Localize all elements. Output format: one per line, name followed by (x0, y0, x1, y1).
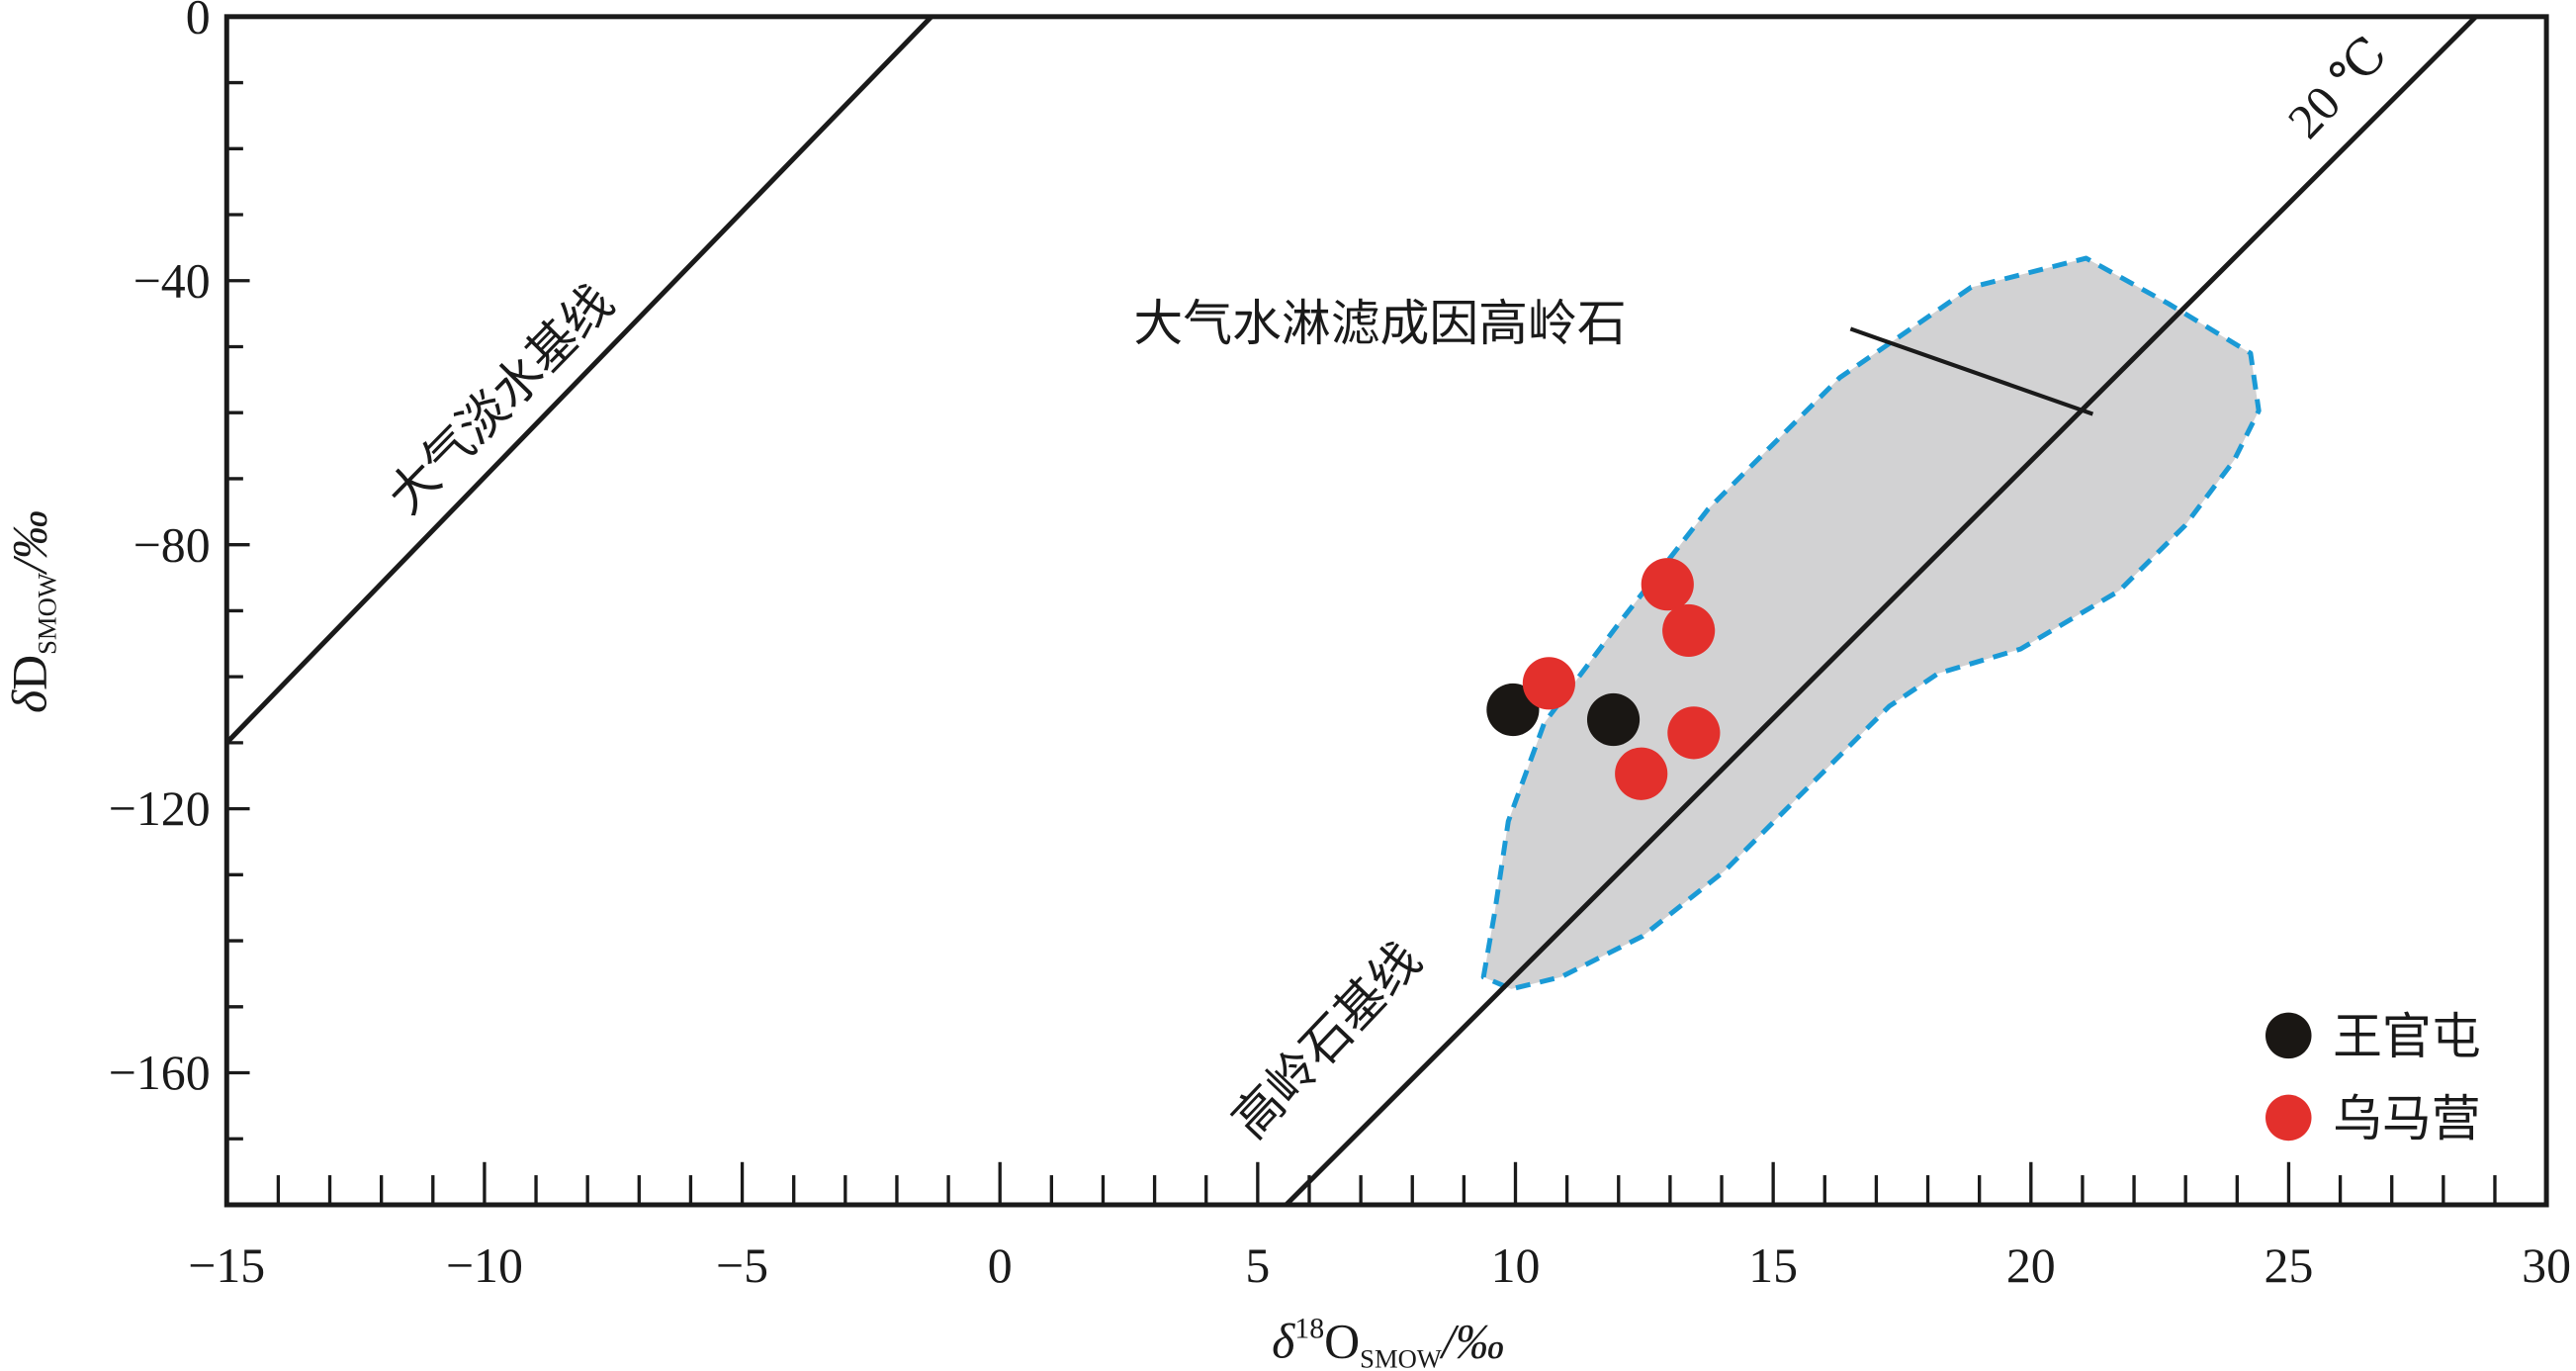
x-tick-label: 10 (1491, 1238, 1541, 1293)
data-points (1486, 558, 1721, 800)
x-tick-label: 15 (1748, 1238, 1798, 1293)
legend-label-wangguantun: 王官屯 (2333, 1008, 2480, 1065)
kaolinite-line (1284, 15, 2478, 1207)
x-tick-label: 25 (2265, 1238, 2314, 1293)
data-point-wangguantun (1586, 692, 1641, 747)
x-tick-label: −5 (716, 1238, 768, 1293)
legend-marker-wumaying (2265, 1094, 2312, 1142)
meteoric-line-label: 大气淡水基线 (377, 274, 625, 525)
x-tick-label: 0 (988, 1238, 1013, 1293)
data-point-wangguantun (1486, 683, 1540, 737)
axis-ticks: −15 −10 −5 0 5 10 15 20 25 30 0 −40 −80 −120 −160 (109, 0, 2571, 1293)
data-point-wumaying (1615, 747, 1668, 800)
temperature-label: 20 ℃ (2277, 27, 2397, 148)
legend: 王官屯 乌马营 (2265, 1008, 2481, 1147)
data-point-wumaying (1522, 657, 1575, 710)
y-tick-label: −40 (133, 253, 211, 308)
reference-lines (224, 15, 2478, 1207)
x-axis-title: δ18OSMOW/‰ (1272, 1313, 1504, 1371)
legend-label-wumaying: 乌马营 (2333, 1090, 2480, 1147)
meteoric-water-line (224, 15, 933, 745)
y-tick-label: 0 (186, 0, 211, 44)
data-point-wumaying (1667, 706, 1721, 760)
x-tick-label: −10 (446, 1238, 523, 1293)
data-point-wumaying (1641, 558, 1694, 611)
x-tick-label: 5 (1245, 1238, 1270, 1293)
region-label: 大气水淋滤成因高岭石 (1133, 295, 1626, 352)
y-tick-label: −120 (109, 781, 211, 836)
y-axis-title: δDSMOW/‰ (3, 509, 62, 713)
kaolinite-line-label: 高岭石基线 (1221, 931, 1433, 1149)
legend-marker-wangguantun (2265, 1012, 2312, 1059)
data-point-wumaying (1662, 603, 1716, 658)
x-tick-label: −15 (188, 1238, 265, 1293)
x-tick-label: 20 (2006, 1238, 2056, 1293)
x-tick-label: 30 (2522, 1238, 2571, 1293)
y-tick-label: −160 (109, 1046, 211, 1100)
y-tick-label: −80 (133, 517, 211, 572)
plot-frame (223, 14, 2549, 1208)
region-leader-line (1849, 326, 2094, 416)
